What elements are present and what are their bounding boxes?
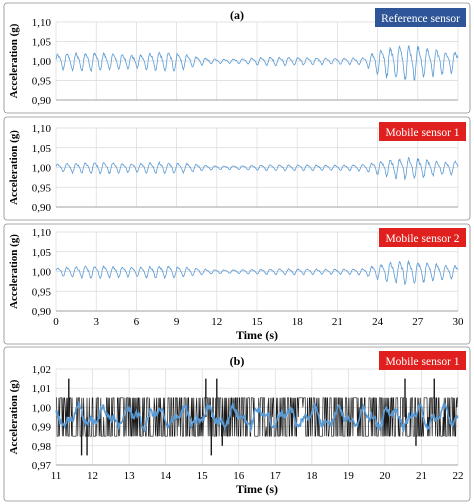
y-tick-label: 1,02 (32, 364, 51, 376)
x-tick-label: 3 (93, 316, 99, 328)
y-tick-label: 1,00 (32, 56, 52, 68)
x-tick-label: 13 (124, 470, 136, 482)
y-tick-label: 1,00 (32, 402, 52, 414)
signal-line (55, 259, 459, 286)
panel-a-title: (a) (230, 8, 244, 22)
y-tick-label: 1,05 (32, 143, 52, 155)
x-axis-label: Time (s) (236, 328, 278, 342)
y-tick-label: 0,99 (32, 422, 52, 434)
x-tick-label: 20 (379, 470, 391, 482)
filtered-signal-line (55, 400, 459, 434)
x-tick-label: 11 (51, 470, 62, 482)
panel-frame-3 (3, 223, 471, 345)
panel-frame-1 (3, 2, 471, 114)
sensor-badge-label: Reference sensor (381, 13, 460, 25)
y-tick-label: 0,95 (32, 286, 52, 298)
x-tick-label: 21 (332, 316, 343, 328)
chart-3: 0,90 0,95 1,00 1,05 1,10 0 3 6 9 12 15 18 21 24 27 30 Ac… (8, 227, 466, 342)
y-tick-label: 0,97 (32, 460, 52, 472)
sensor-badge (379, 122, 466, 141)
y-tick-label: 1,10 (32, 227, 52, 239)
chart-1: 0,90 0,95 1,00 1,05 1,10 Acceleration (g) Refe… (8, 8, 466, 107)
y-tick-label: 0,90 (32, 95, 52, 107)
x-tick-label: 15 (197, 470, 209, 482)
x-tick-label: 21 (416, 470, 427, 482)
y-tick-label: 1,01 (32, 383, 51, 395)
signal-line (55, 44, 459, 81)
sensor-badge (379, 351, 466, 370)
x-tick-label: 9 (174, 316, 180, 328)
y-tick-label: 0,98 (32, 441, 52, 453)
sensor-badge (375, 8, 466, 27)
x-tick-label: 27 (412, 316, 424, 328)
x-tick-label: 18 (292, 316, 304, 328)
x-tick-label: 17 (270, 470, 282, 482)
sensor-badge-label: Mobile sensor 1 (385, 356, 459, 368)
x-tick-label: 14 (160, 470, 172, 482)
sensor-badge (379, 228, 466, 247)
y-axis-label: Acceleration (g) (8, 23, 20, 98)
x-axis-label: Time (s) (236, 482, 278, 496)
x-tick-label: 0 (53, 316, 59, 328)
x-tick-label: 19 (343, 470, 355, 482)
y-tick-label: 0,95 (32, 76, 52, 88)
panel-frame-2 (3, 116, 471, 221)
y-tick-label: 1,05 (32, 247, 52, 259)
chart-4: 0,97 0,98 0,99 1,00 1,01 1,02 11 12 13 14 15 16 17 18… (8, 351, 466, 496)
y-tick-label: 0,95 (32, 182, 52, 194)
y-axis-label: Acceleration (g) (8, 130, 20, 205)
raw-signal-line (56, 397, 458, 437)
y-axis-label: Acceleration (g) (8, 234, 20, 309)
sensor-badge-label: Mobile sensor 2 (385, 233, 459, 245)
x-tick-label: 12 (211, 316, 222, 328)
x-tick-label: 22 (453, 470, 464, 482)
chart-2: 0,90 0,95 1,00 1,05 1,10 Acceleration (g) Mobi… (8, 122, 466, 214)
x-tick-label: 30 (453, 316, 465, 328)
panel-frame-4 (3, 346, 471, 502)
x-tick-label: 6 (134, 316, 140, 328)
x-tick-label: 18 (306, 470, 318, 482)
y-tick-label: 0,90 (32, 306, 52, 318)
x-tick-label: 15 (252, 316, 264, 328)
y-tick-label: 1,05 (32, 37, 52, 49)
y-tick-label: 1,10 (32, 17, 52, 29)
y-axis-label: Acceleration (g) (8, 379, 20, 454)
x-tick-label: 24 (372, 316, 384, 328)
y-tick-label: 1,10 (32, 123, 52, 135)
y-tick-label: 1,00 (32, 267, 52, 279)
x-tick-label: 16 (233, 470, 245, 482)
signal-line (55, 156, 459, 181)
y-tick-label: 0,90 (32, 202, 52, 214)
sensor-badge-label: Mobile sensor 1 (385, 127, 459, 139)
x-tick-label: 12 (87, 470, 98, 482)
y-tick-label: 1,00 (32, 163, 52, 175)
panel-b-title: (b) (230, 354, 245, 368)
